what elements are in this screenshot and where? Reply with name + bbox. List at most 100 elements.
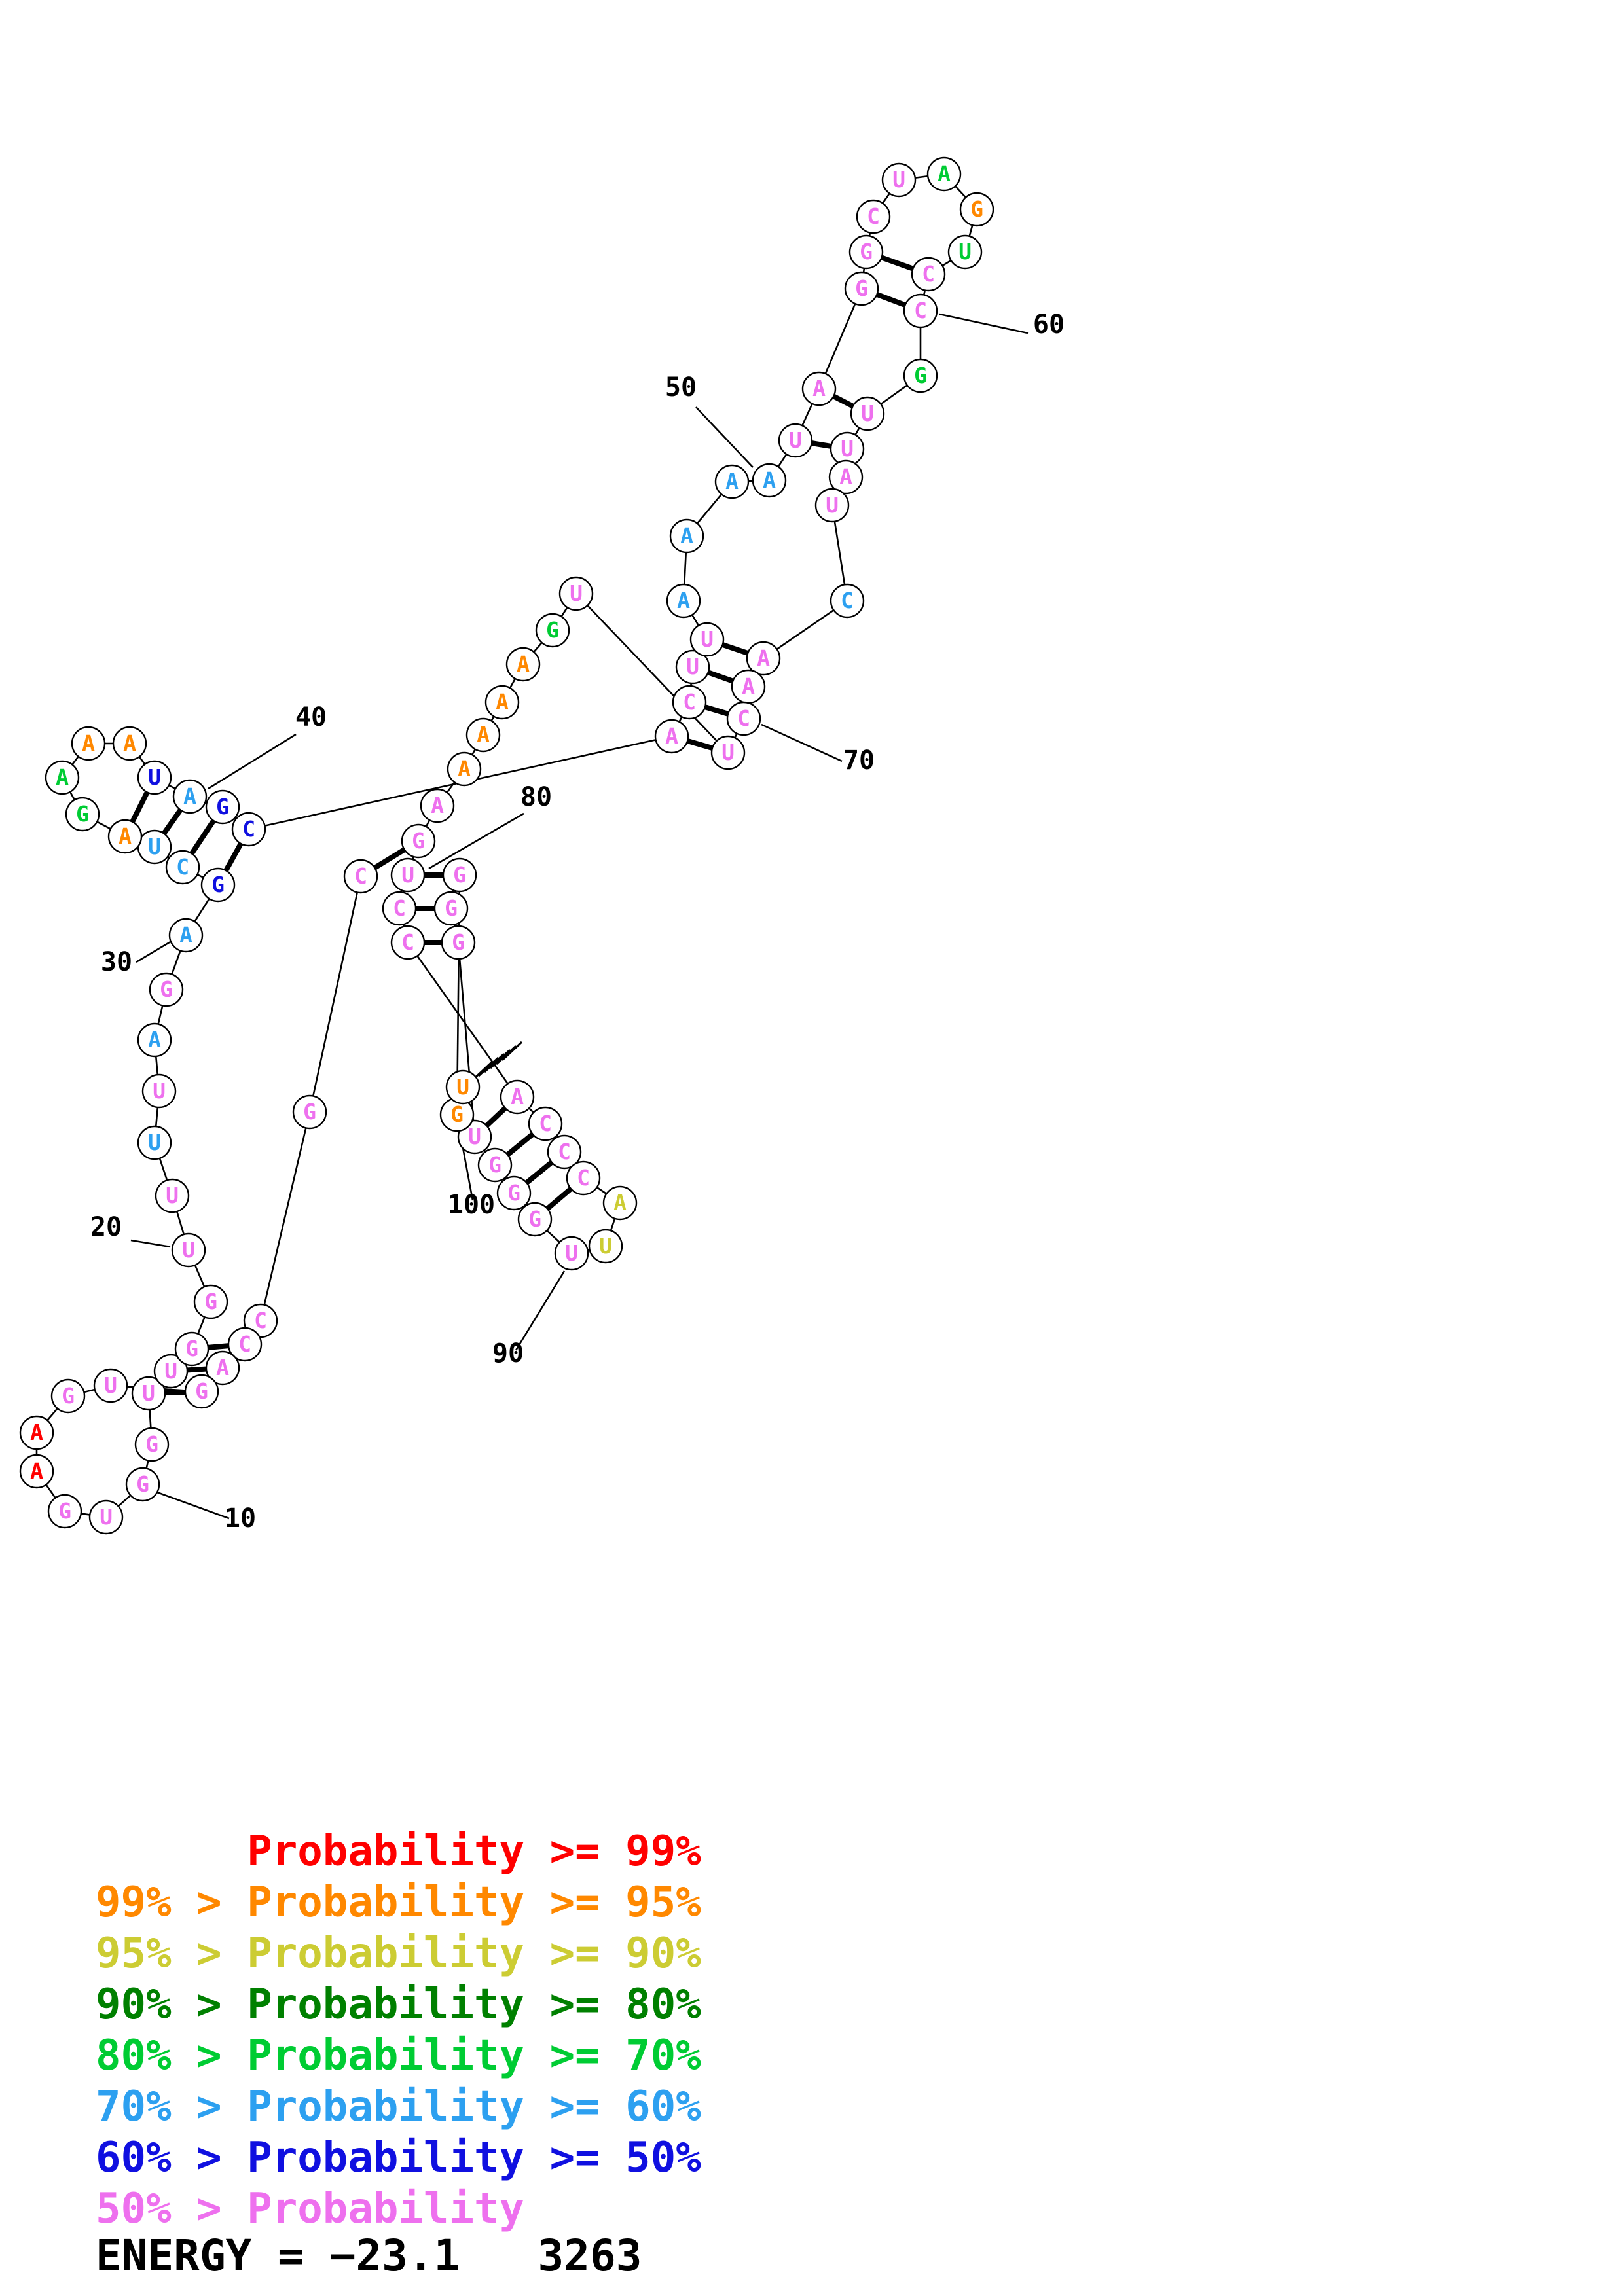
nucleotide-letter: G [195, 1378, 208, 1404]
nucleotide-letter: U [570, 581, 583, 606]
nucleotide-letter: U [892, 167, 905, 192]
position-label: 30 [101, 947, 132, 977]
nucleotide-letter: U [104, 1372, 117, 1398]
nucleotide-circle [107, 819, 143, 854]
nucleotide-letter: A [938, 161, 951, 187]
nucleotide-letter: A [123, 730, 136, 756]
nucleotide-letter: G [58, 1498, 71, 1524]
nucleotide-letter: U [401, 862, 414, 888]
nucleotide-circle [672, 685, 707, 720]
nucleotide-letter: A [677, 588, 690, 613]
leader-line [761, 723, 843, 762]
nucleotide-letter: G [507, 1180, 520, 1206]
nucleotide-circle [155, 1178, 190, 1213]
nucleotide-circle [227, 1327, 263, 1362]
nucleotide-letter: A [431, 793, 444, 818]
nucleotide-letter: U [686, 654, 699, 679]
legend-line: Probability >= 99% [96, 1827, 701, 1876]
nucleotide-circle [153, 1354, 189, 1389]
nucleotide-circle [566, 1160, 601, 1196]
nucleotide-letter: G [914, 363, 927, 388]
nucleotide-letter: U [164, 1358, 177, 1384]
nucleotide-letter: A [179, 922, 192, 948]
position-label: 60 [1033, 310, 1065, 340]
nucleotide-letter: C [841, 588, 854, 613]
nucleotide-circle [193, 1284, 228, 1319]
nucleotide-letter: U [148, 764, 161, 790]
nucleotide-letter: A [725, 469, 739, 494]
nucleotide-circle [477, 1147, 513, 1183]
nucleotide-letter: A [839, 464, 852, 490]
nucleotide-circle [778, 423, 813, 458]
nucleotide-circle [390, 857, 426, 893]
position-label: 70 [843, 745, 875, 776]
nucleotide-letter: U [861, 401, 874, 426]
nucleotide-letter: G [546, 617, 559, 643]
position-labels: 10 20 30 40 50 60 70 80 90 100 [90, 310, 1065, 1534]
nucleotide-circle [654, 719, 689, 754]
nucleotide-circle [231, 812, 266, 847]
nucleotide-letter: G [204, 1289, 217, 1314]
nucleotide-letter: C [922, 261, 935, 287]
position-label: 90 [492, 1338, 524, 1369]
position-label: 10 [225, 1503, 256, 1534]
nucleotide-circle [465, 717, 501, 753]
nucleotide-circle [343, 859, 378, 894]
nucleotide-circle [171, 1232, 206, 1268]
nucleotide-letter: C [577, 1165, 590, 1191]
backbone-line [818, 288, 863, 389]
nucleotide-circle [675, 649, 710, 685]
nucleotide-circle [848, 234, 884, 270]
nucleotide-circle [558, 576, 594, 611]
nucleotide-circle [947, 234, 983, 270]
nucleotide-circle [19, 1415, 54, 1450]
backbone-line [575, 593, 729, 753]
nucleotide-letter: G [412, 828, 425, 853]
nucleotide-letter: G [855, 276, 868, 301]
nucleotide-letter: C [242, 816, 255, 842]
nucleotide-letter: G [303, 1099, 316, 1124]
leader-line [939, 313, 1029, 334]
nucleotide-circle [850, 396, 885, 431]
nucleotide-letter: C [254, 1308, 267, 1333]
nucleotide-circle [752, 463, 787, 498]
nucleotide-circle [528, 1106, 563, 1141]
nucleotide-circle [200, 867, 236, 903]
nucleotide-circle [903, 293, 938, 329]
nucleotide-circle [445, 1069, 481, 1105]
legend-line: 95% > Probability >= 90% [96, 1929, 701, 1978]
nucleotide-letter: G [145, 1431, 158, 1457]
nucleotide-letter: C [393, 895, 406, 921]
leader-line [208, 733, 297, 790]
position-label: 80 [520, 782, 552, 812]
nucleotide-circle [401, 823, 436, 859]
leader-line [130, 1239, 171, 1248]
legend-line: 50% > Probability [96, 2185, 525, 2233]
nucleotide-circle [814, 488, 850, 523]
position-label: 40 [295, 702, 327, 732]
legend-line: 99% > Probability >= 95% [96, 1878, 701, 1927]
nucleotide-letter: U [153, 1078, 166, 1103]
nucleotide-letter: U [958, 239, 972, 264]
nucleotide-circle [131, 1376, 166, 1411]
nucleotide-circle [911, 257, 946, 292]
leader-line [136, 940, 172, 963]
nucleotide-letter: U [456, 1074, 469, 1100]
nucleotide-circle [165, 850, 200, 885]
nucleotide-circle [174, 1331, 210, 1367]
nucleotide-circle [19, 1454, 54, 1489]
probability-legend: Probability >= 99% 99% > Probability >= 9… [96, 1826, 701, 2234]
nucleotide-circle [500, 1079, 535, 1115]
nucleotide-circle [669, 518, 704, 554]
nucleotide-circle [205, 1350, 240, 1386]
nucleotide-letter: A [665, 723, 678, 749]
nucleotide-circle [535, 613, 570, 648]
nucleotide-circle [184, 1374, 219, 1409]
legend-line: 60% > Probability >= 50% [96, 2134, 701, 2182]
nucleotide-letter: A [183, 783, 196, 809]
nucleotide-letter: U [182, 1237, 195, 1263]
nucleotide-letter: U [148, 834, 161, 859]
nucleotide-circle [205, 789, 240, 825]
nucleotide-letter: U [565, 1240, 578, 1266]
